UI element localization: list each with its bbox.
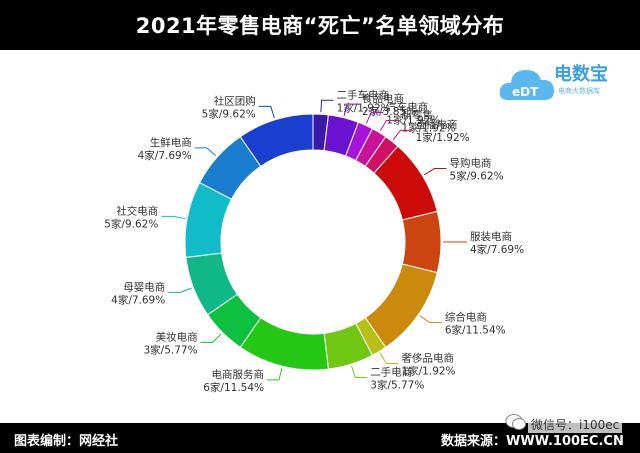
slice-name-label: 奢侈品电商: [401, 352, 454, 365]
footer-site: WWW.100EC.CN: [506, 434, 624, 449]
logo-sub-text: 电商大数据库: [558, 87, 600, 95]
leader-line: [419, 315, 442, 324]
slice-name-label: 社交电商: [116, 204, 158, 217]
slice-name-label: 二手车电商: [337, 88, 390, 101]
leader-line: [351, 365, 368, 379]
leader-line: [200, 333, 222, 343]
slice-value-label: 1家/1.92%: [401, 365, 455, 378]
slice-name-label: 社区团购: [214, 94, 256, 107]
slice-name-label: 汽车电商: [386, 101, 428, 114]
slice-value-label: 6家/11.54%: [203, 381, 264, 394]
logo-text: 电数宝: [554, 64, 608, 85]
slice-name-label: 新零售: [401, 108, 433, 121]
slice-name-label: 食品电商: [362, 92, 404, 105]
slice-value-label: 4家/7.69%: [111, 293, 165, 306]
wechat-icon: [505, 414, 526, 430]
wechat-watermark: 微信号：i100ec: [528, 416, 623, 433]
slice-value-label: 1家/1.92%: [416, 131, 470, 144]
footer-source: 数据来源：WWW.100EC.CN: [441, 430, 624, 449]
leader-line: [168, 287, 192, 293]
slice-name-label: 二手电商: [370, 366, 412, 379]
donut-slice: [239, 113, 314, 167]
leader-line: [392, 129, 413, 140]
chart-title: 2021年零售电商“死亡”名单领域分布: [135, 14, 505, 38]
slice-value-label: 4家/7.69%: [470, 243, 524, 256]
donut-chart: 二手车电商1家/1.92%食品电商2家/3.85%汽车电商1家/1.92%新零售…: [104, 88, 524, 394]
slice-value-label: 3家/5.77%: [370, 379, 424, 392]
slice-name-label: 美妆电商: [156, 330, 198, 343]
slice-name-label: 母婴电商: [123, 280, 165, 293]
slice-value-label: 6家/11.54%: [445, 324, 506, 337]
leader-line: [379, 119, 399, 132]
slice-value-label: 1家/1.92%: [386, 114, 440, 127]
leader-line: [379, 352, 399, 365]
logo-badge: eDT: [512, 85, 539, 99]
leader-line: [267, 368, 283, 381]
footer-source-label: 数据来源：: [441, 434, 507, 449]
slice-value-label: 4家/7.69%: [138, 149, 192, 162]
title-bar: 2021年零售电商“死亡”名单领域分布: [0, 0, 640, 50]
leader-line: [194, 147, 217, 157]
slice-name-label: 电商服务商: [212, 368, 265, 381]
logo: eDT 电数宝 电商大数据库: [498, 56, 638, 108]
slice-value-label: 1家/1.92%: [401, 121, 455, 134]
leader-line: [343, 103, 359, 116]
leader-line: [423, 168, 447, 176]
footer-compiler: 图表编制：网经社: [14, 434, 119, 449]
slice-value-label: 5家/9.62%: [202, 107, 256, 120]
leader-line: [258, 105, 275, 119]
donut-slice: [401, 210, 442, 274]
slice-value-label: 2家/3.85%: [362, 105, 416, 118]
slice-value-label: 5家/9.62%: [104, 217, 158, 230]
slice-name-label: 综合电商: [445, 311, 487, 324]
leader-line: [365, 112, 384, 124]
slice-name-label: 服装电商: [470, 230, 512, 243]
cloud-logo-icon: eDT: [499, 70, 554, 100]
slice-name-label: 导购电商: [450, 157, 492, 170]
slice-name-label: 直播电商: [416, 118, 458, 131]
leader-line: [161, 215, 186, 220]
leader-line: [320, 99, 334, 113]
slice-name-label: 生鲜电商: [150, 136, 192, 149]
slice-value-label: 5家/9.62%: [450, 170, 504, 183]
slice-value-label: 3家/5.77%: [144, 343, 198, 356]
